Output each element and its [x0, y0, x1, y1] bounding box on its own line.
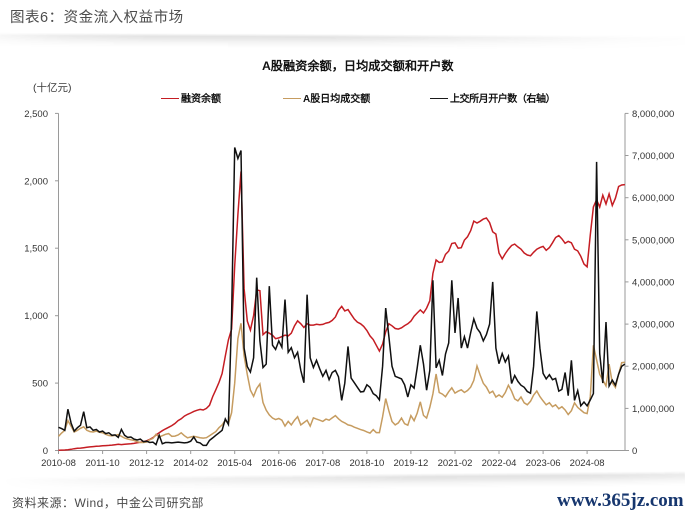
svg-text:2023-06: 2023-06 — [526, 458, 561, 469]
svg-text:2019-12: 2019-12 — [393, 458, 428, 469]
svg-text:2016-06: 2016-06 — [261, 458, 296, 469]
svg-text:8,000,000: 8,000,000 — [632, 109, 674, 120]
svg-text:2017-08: 2017-08 — [305, 458, 340, 469]
svg-text:2021-02: 2021-02 — [438, 458, 473, 469]
svg-text:2012-12: 2012-12 — [129, 458, 164, 469]
svg-text:2,500: 2,500 — [24, 109, 48, 120]
svg-text:1,000: 1,000 — [24, 311, 48, 322]
svg-text:500: 500 — [32, 379, 48, 390]
svg-text:2018-10: 2018-10 — [349, 458, 384, 469]
svg-text:2010-08: 2010-08 — [41, 458, 76, 469]
svg-text:5,000,000: 5,000,000 — [632, 235, 674, 246]
svg-text:1,500: 1,500 — [24, 244, 48, 255]
svg-text:1,000,000: 1,000,000 — [632, 404, 674, 415]
svg-text:0: 0 — [632, 446, 637, 457]
svg-text:3,000,000: 3,000,000 — [632, 320, 674, 331]
svg-text:2015-04: 2015-04 — [217, 458, 252, 469]
svg-text:4,000,000: 4,000,000 — [632, 277, 674, 288]
svg-text:2,000: 2,000 — [24, 176, 48, 187]
svg-text:2022-04: 2022-04 — [482, 458, 517, 469]
svg-text:2014-02: 2014-02 — [173, 458, 208, 469]
svg-text:2024-08: 2024-08 — [570, 458, 605, 469]
svg-text:2011-10: 2011-10 — [86, 458, 120, 469]
svg-text:0: 0 — [43, 446, 48, 457]
svg-text:6,000,000: 6,000,000 — [632, 193, 674, 204]
svg-text:2,000,000: 2,000,000 — [632, 362, 674, 373]
svg-text:7,000,000: 7,000,000 — [632, 151, 674, 162]
